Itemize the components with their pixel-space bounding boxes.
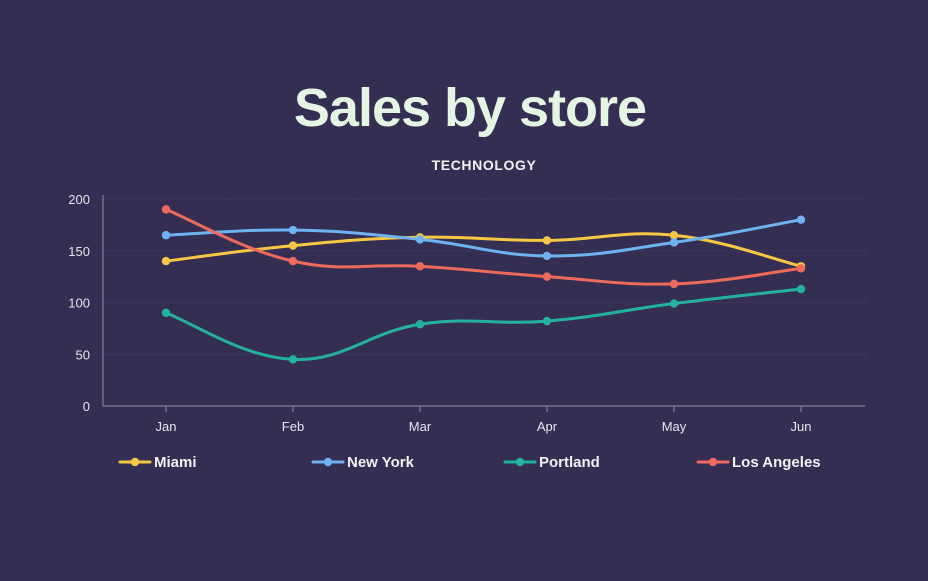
y-tick-label: 200 <box>68 192 90 207</box>
data-point-portland[interactable] <box>796 284 806 294</box>
x-tick-label: Jun <box>791 419 812 434</box>
legend-label: Los Angeles <box>732 454 821 471</box>
series-line-miami <box>164 232 803 268</box>
legend: Miami New York Portland Los Angeles <box>118 454 821 471</box>
data-point-los-angeles[interactable] <box>161 205 171 214</box>
legend-item-los-angeles[interactable]: Los Angeles <box>696 454 821 471</box>
legend-item-miami[interactable]: Miami <box>118 454 197 471</box>
y-tick-label: 50 <box>76 347 90 362</box>
y-tick-label: 0 <box>83 399 90 414</box>
x-tick-label: May <box>662 419 687 434</box>
data-point-portland[interactable] <box>288 355 298 364</box>
data-point-portland[interactable] <box>161 308 171 318</box>
data-point-miami[interactable] <box>288 241 298 250</box>
data-point-new-york[interactable] <box>669 238 679 247</box>
legend-swatch-dot <box>515 457 525 467</box>
legend-label: New York <box>347 454 415 471</box>
legend-label: Portland <box>539 454 600 471</box>
data-point-new-york[interactable] <box>415 235 425 244</box>
x-tick-label: Jan <box>156 419 177 434</box>
data-point-new-york[interactable] <box>796 215 806 224</box>
y-tick-label: 100 <box>68 296 90 311</box>
data-point-portland[interactable] <box>542 316 552 326</box>
chart-subtitle: TECHNOLOGY <box>432 157 537 173</box>
chart-title: Sales by store <box>294 78 646 138</box>
series-line-new-york <box>164 218 803 258</box>
series-lines <box>161 205 806 364</box>
data-point-portland[interactable] <box>669 299 679 308</box>
data-point-portland[interactable] <box>415 320 425 329</box>
data-point-miami[interactable] <box>161 256 171 266</box>
series-line-los-angeles <box>164 207 803 286</box>
data-point-los-angeles[interactable] <box>669 279 679 289</box>
legend-swatch-dot <box>708 457 718 467</box>
data-point-new-york[interactable] <box>161 231 171 240</box>
x-tick-label: Mar <box>409 419 432 434</box>
data-point-new-york[interactable] <box>542 251 552 261</box>
data-point-miami[interactable] <box>669 231 679 240</box>
legend-item-portland[interactable]: Portland <box>503 454 600 471</box>
legend-item-new-york[interactable]: New York <box>311 454 415 471</box>
x-tick-label: Apr <box>537 419 558 434</box>
data-point-los-angeles[interactable] <box>796 264 806 273</box>
data-point-los-angeles[interactable] <box>415 262 425 271</box>
data-point-miami[interactable] <box>542 236 552 245</box>
axes: 0 50 100 150 200 Jan Feb Mar Apr May Jun <box>68 192 865 434</box>
series-line-portland <box>164 287 803 361</box>
data-point-los-angeles[interactable] <box>542 272 552 281</box>
data-point-new-york[interactable] <box>288 225 298 235</box>
legend-swatch-dot <box>130 457 140 467</box>
y-tick-label: 150 <box>68 244 90 259</box>
data-point-los-angeles[interactable] <box>288 256 298 266</box>
legend-label: Miami <box>154 454 197 471</box>
x-tick-label: Feb <box>282 419 304 434</box>
legend-swatch-dot <box>323 457 333 467</box>
